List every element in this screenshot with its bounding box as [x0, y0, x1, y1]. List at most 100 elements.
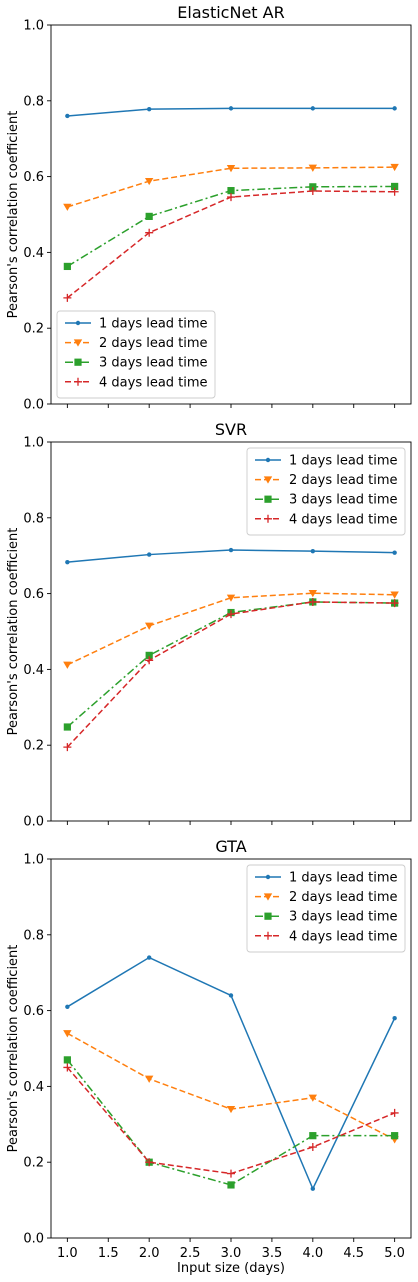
data-point: [145, 651, 153, 659]
plot-frame: [50, 858, 412, 1239]
legend: 1 days lead time 2 days lead time 3 days l…: [246, 447, 406, 536]
y-tick-label: 0.6: [23, 170, 44, 185]
series-line: [66, 190, 395, 299]
data-point: [392, 106, 397, 111]
legend-label: 1 days lead time: [289, 871, 398, 886]
series-line: [66, 601, 395, 748]
data-point: [65, 1004, 70, 1010]
legend-entry: 1 days lead time: [255, 454, 398, 469]
series-4: [63, 187, 399, 302]
chart-panel-3: GTA Pearson's correlation coefficient 0.0 0…: [6, 837, 412, 1276]
data-point: [63, 723, 71, 731]
data-point: [390, 599, 399, 608]
legend-entry: 2 days lead time: [255, 890, 398, 905]
data-point: [226, 165, 236, 173]
series-1: [65, 106, 397, 119]
legend-box: [246, 447, 406, 536]
data-point: [309, 183, 317, 191]
legend-marker: [264, 514, 272, 523]
data-point: [145, 212, 153, 220]
legend-box: [56, 310, 216, 399]
data-point: [228, 106, 234, 111]
series-3: [63, 182, 399, 271]
plot-frame: [50, 441, 412, 822]
legend-marker: [73, 339, 83, 347]
y-tick-label: 1.0: [23, 436, 44, 451]
legend-label: 3 days lead time: [289, 493, 398, 508]
y-tick-label: 0.8: [23, 94, 44, 109]
data-point: [145, 1158, 154, 1167]
series-2: [63, 163, 399, 211]
series-line: [67, 592, 395, 666]
series-2: [63, 1030, 399, 1144]
data-point: [227, 193, 235, 202]
legend-marker: [74, 377, 82, 386]
data-point: [145, 228, 154, 237]
data-point: [227, 610, 235, 619]
legend-entry: 2 days lead time: [65, 336, 208, 351]
data-point: [226, 594, 236, 602]
data-point: [145, 656, 154, 665]
data-point: [63, 262, 71, 271]
data-point: [63, 1056, 71, 1064]
legend-marker: [75, 320, 81, 326]
data-point: [392, 550, 397, 555]
legend-entry: 1 days lead time: [255, 871, 398, 886]
y-axis-label: Pearson's correlation coefficient: [6, 111, 21, 319]
series-4: [63, 597, 399, 752]
legend-label: 3 days lead time: [289, 910, 398, 925]
x-tick-label: 2.0: [139, 1246, 160, 1261]
series-1: [65, 955, 397, 1191]
legend-marker: [264, 931, 272, 940]
x-tick-label: 4.0: [302, 1246, 323, 1261]
data-point: [308, 590, 318, 598]
y-tick-label: 0.4: [23, 663, 44, 678]
data-point: [146, 106, 152, 112]
y-tick-label: 0.8: [23, 928, 44, 943]
legend-entry: 3 days lead time: [255, 493, 398, 508]
y-axis-label: Pearson's correlation coefficient: [6, 945, 21, 1153]
y-tick-label: 0.0: [23, 398, 44, 413]
legend-marker: [265, 874, 271, 880]
legend: 1 days lead time 2 days lead time 3 days l…: [246, 864, 406, 953]
x-tick-label: 3.0: [221, 1246, 242, 1261]
data-point: [144, 1075, 154, 1083]
data-point: [309, 1132, 317, 1140]
data-point: [310, 548, 316, 554]
series-3: [63, 598, 399, 731]
data-point: [228, 547, 234, 553]
legend-marker: [263, 476, 273, 484]
chart-panel-1: ElasticNet AR Pearson's correlation coeff…: [6, 3, 412, 413]
y-tick-label: 0.0: [23, 815, 44, 830]
series-line: [66, 956, 396, 1191]
legend-marker: [263, 893, 273, 901]
legend-label: 2 days lead time: [289, 473, 398, 488]
data-point: [310, 106, 316, 111]
legend-entry: 3 days lead time: [65, 356, 208, 371]
data-point: [228, 993, 234, 998]
data-point: [65, 113, 70, 119]
x-tick-label: 5.0: [384, 1246, 405, 1261]
legend-marker: [264, 495, 272, 503]
data-point: [391, 182, 399, 191]
legend-label: 3 days lead time: [99, 356, 208, 371]
y-tick-label: 0.2: [23, 1156, 44, 1171]
legend-label: 2 days lead time: [289, 890, 398, 905]
y-tick-label: 1.0: [23, 853, 44, 868]
data-point: [63, 203, 72, 211]
y-tick-label: 0.8: [23, 511, 44, 526]
series-4: [63, 1063, 399, 1178]
data-point: [392, 1015, 397, 1021]
y-tick-label: 1.0: [23, 19, 44, 34]
chart-title: SVR: [215, 420, 247, 439]
data-point: [63, 661, 72, 669]
data-point: [226, 1105, 236, 1114]
y-tick-label: 0.2: [23, 322, 44, 337]
data-point: [308, 187, 317, 196]
series-line: [67, 166, 395, 208]
legend-marker: [265, 457, 271, 463]
legend-entry: 1 days lead time: [65, 317, 208, 332]
legend-entry: 4 days lead time: [255, 512, 398, 527]
data-point: [227, 187, 235, 195]
